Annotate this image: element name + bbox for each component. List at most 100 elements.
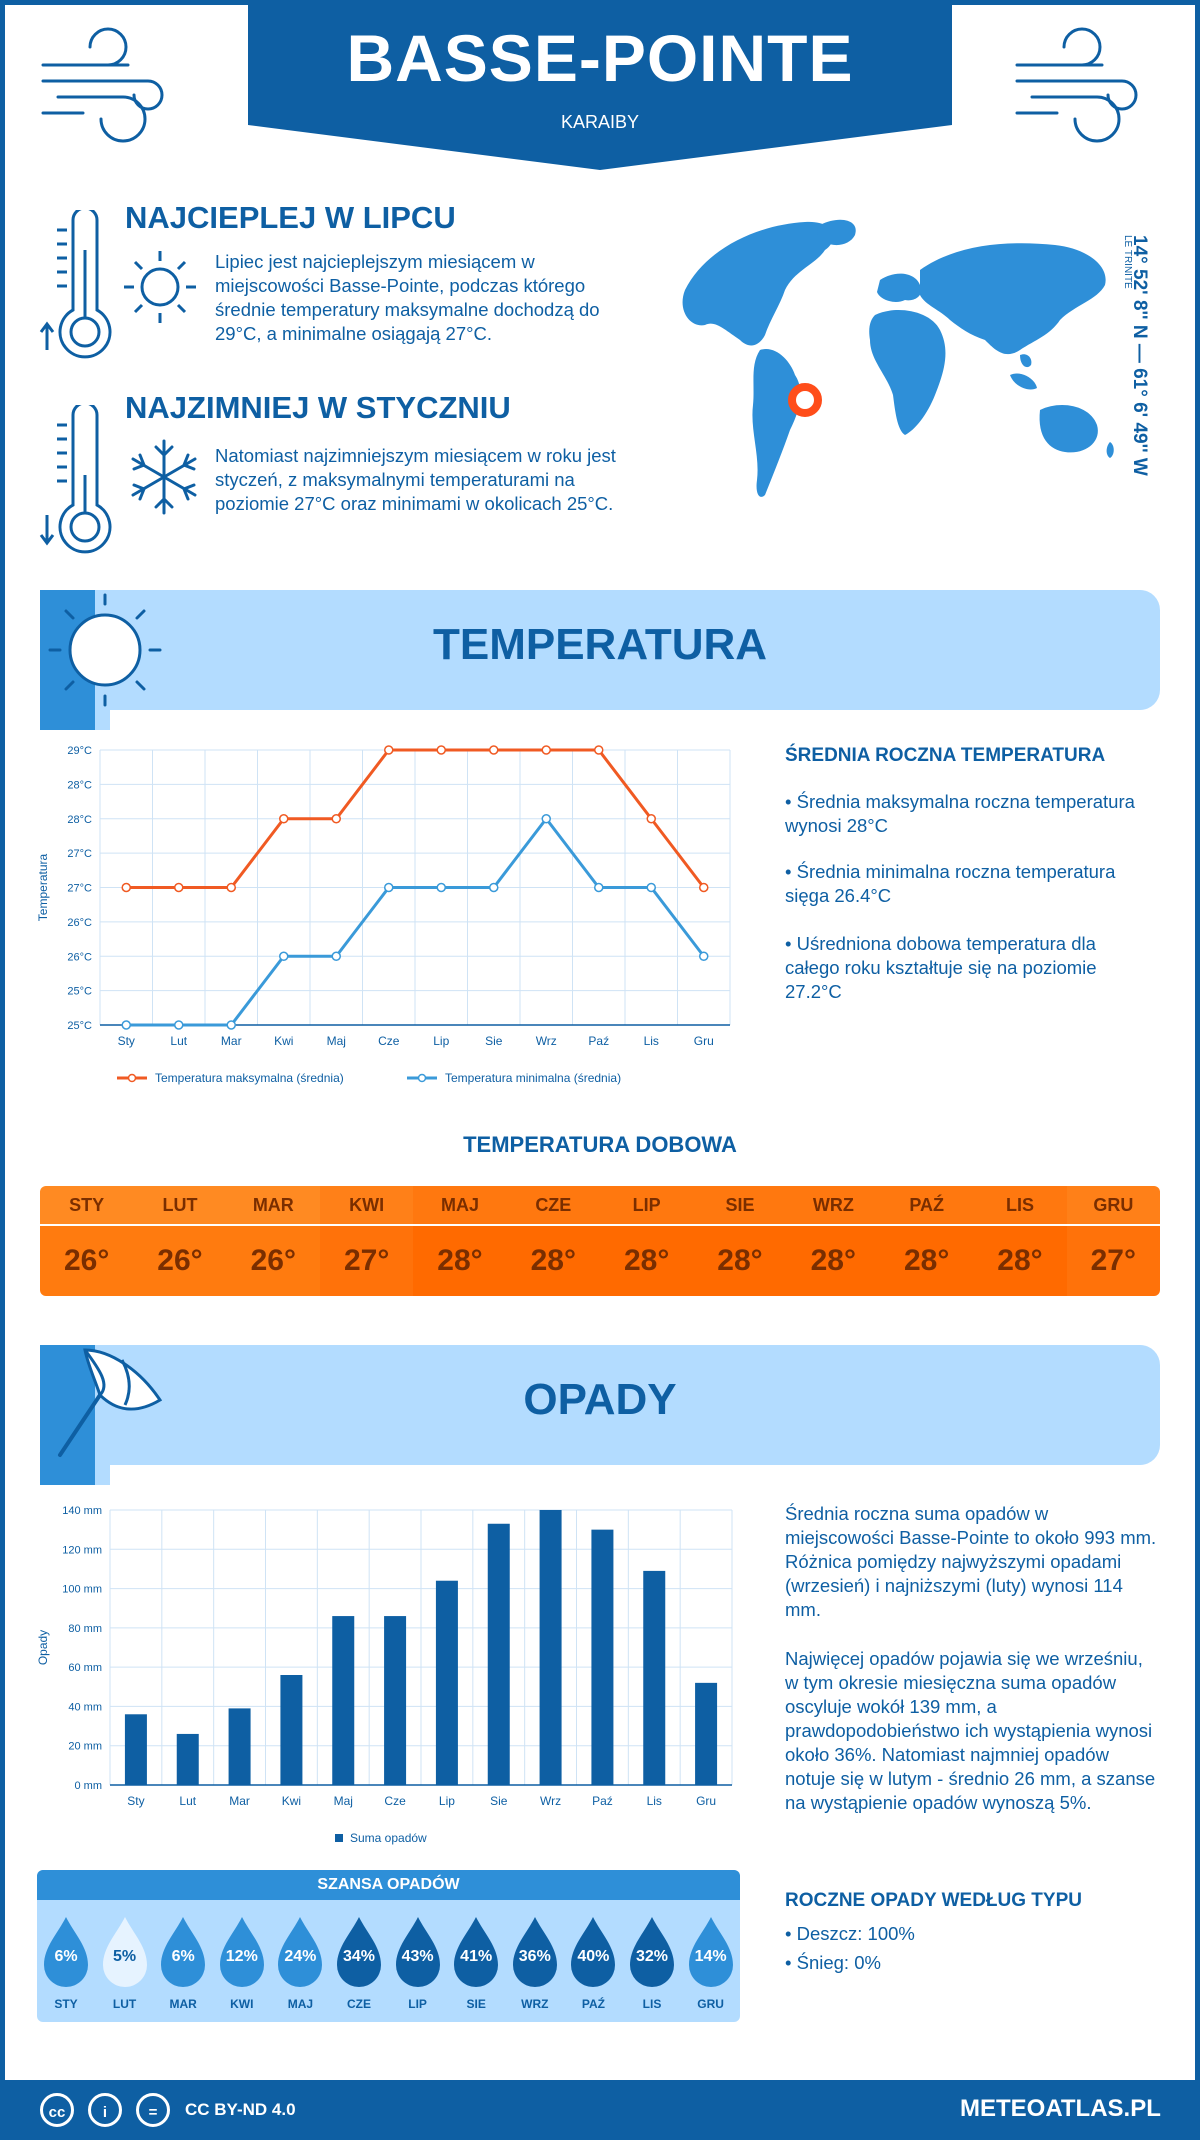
precip-chance-item: 6% STY [40,1915,92,2011]
precip-chance-month: MAR [169,1997,197,2011]
precip-chance-value: 34% [342,1948,376,1965]
raindrop-icon [102,1917,147,1987]
precip-chance-value: 41% [460,1948,493,1965]
precip-chance-month: KWI [230,1997,254,2011]
data-point [384,745,394,755]
x-tick-label: Wrz [536,1034,557,1048]
daily-temp-month: SIE [693,1186,787,1224]
y-tick-label: 20 mm [68,1741,102,1753]
daily-temp-column: CZE 28° [506,1186,600,1296]
daily-temp-value: 28° [786,1226,880,1296]
x-tick-label: Mar [229,1794,250,1808]
x-tick-label: Mar [221,1034,242,1048]
precip-bar [695,1682,718,1785]
y-tick-label: 25°C [67,986,92,998]
daily-temp-value: 28° [600,1226,694,1296]
x-tick-label: Lut [179,1794,196,1808]
daily-temp-column: GRU 27° [1066,1186,1160,1296]
daily-temp-month: MAR [226,1186,320,1224]
coldest-heading: NAJZIMNIEJ W STYCZNIU [125,390,511,425]
precip-chance-month: STY [54,1997,78,2011]
data-point [699,882,709,893]
precip-chance-value: 14% [694,1948,727,1965]
raindrop-icon [454,1917,499,1987]
data-point [331,814,341,824]
x-tick-label: Cze [378,1034,400,1048]
precip-bar [435,1580,458,1785]
cc-icon: cc [40,2093,74,2127]
daily-temp-month: LUT [133,1186,227,1224]
attribution-icon: i [88,2093,122,2127]
y-tick-label: 0 mm [75,1780,103,1792]
daily-temp-value: 28° [693,1226,787,1296]
x-tick-label: Cze [384,1794,406,1808]
x-tick-label: Sty [127,1794,144,1808]
legend-marker [127,1073,137,1083]
y-tick-label: 27°C [67,848,92,860]
legend-label: Temperatura maksymalna (średnia) [155,1071,344,1085]
y-tick-label: 26°C [67,917,92,929]
precip-bar [176,1733,199,1785]
precip-band [40,1345,1160,1465]
warmest-heading: NAJCIEPLEJ W LIPCU [125,200,456,235]
data-point [331,951,341,961]
precip-chance-month: SIE [466,1997,486,2011]
daily-temp-value: 26° [40,1226,134,1296]
x-tick-label: Paź [588,1034,609,1048]
precip-chance-value: 40% [577,1948,610,1965]
temp-stats-title: ŚREDNIA ROCZNA TEMPERATURA [785,745,1106,766]
daily-temp-column: SIE 28° [693,1186,787,1296]
temp-stat-min: • Średnia minimalna roczna temperatura s… [785,861,1116,906]
y-tick-label: 25°C [67,1020,92,1032]
daily-temp-title: TEMPERATURA DOBOWA [463,1132,737,1157]
x-tick-label: Kwi [282,1794,301,1808]
precip-chance-month: PAŹ [581,1997,605,2011]
precip-chance-value: 24% [284,1948,317,1965]
data-point [121,1020,131,1030]
daily-temp-column: PAŹ 28° [880,1186,974,1296]
precip-chance-month: LIP [408,1997,427,2011]
data-point [121,882,131,893]
y-axis-label: Opady [36,1630,50,1665]
precip-chance-item: 14% GRU [685,1915,737,2011]
precip-chance-value: 12% [225,1948,258,1965]
precip-bar [280,1675,303,1785]
raindrop-icon [512,1917,557,1987]
precip-chance-value: 36% [518,1948,551,1965]
raindrop-icon [571,1917,616,1987]
daily-temp-column: MAJ 28° [413,1186,507,1296]
daily-temp-column: MAR 26° [226,1186,320,1296]
precip-chance-month: WRZ [521,1997,549,2011]
y-tick-label: 120 mm [62,1544,102,1556]
coordinates-region: LE TRINITE [1122,235,1133,289]
raindrop-icon [337,1917,381,1987]
no-derivatives-icon: = [136,2093,170,2127]
precip-text-2: Najwięcej opadów pojawia się we wrześniu… [785,1648,1156,1813]
coldest-text: Natomiast najzimniejszym miesiącem w rok… [215,445,616,514]
raindrop-icon [395,1917,440,1987]
precip-chance-value: 6% [54,1948,78,1965]
precip-text-1: Średnia roczna suma opadów w miejscowośc… [785,1503,1157,1620]
data-point [489,745,499,755]
data-point [226,882,236,893]
data-point [699,951,709,961]
daily-temp-value: 27° [320,1226,414,1296]
x-tick-label: Kwi [274,1034,293,1048]
series-line-max [126,748,705,889]
world-map [682,219,1114,497]
x-tick-label: Maj [327,1034,346,1048]
precip-chance-item: 6% MAR [157,1915,209,2011]
precip-chance-item: 40% PAŹ [567,1915,619,2011]
x-tick-label: Lis [644,1034,659,1048]
data-point [489,882,499,893]
x-tick-label: Wrz [540,1794,561,1808]
temp-stat-max: • Średnia maksymalna roczna temperatura … [785,791,1135,836]
site-link[interactable]: METEOATLAS.PL [960,2095,1161,2122]
daily-temp-table: STY 26° LUT 26° MAR 26° KWI 27° MAJ 28° CZE 28° LIP 2… [40,1186,1160,1296]
daily-temp-value: 28° [973,1226,1067,1296]
precip-chance-month: MAJ [287,1997,314,2011]
daily-temp-month: LIP [600,1186,694,1224]
raindrop-icon [630,1917,674,1987]
data-point [436,745,446,755]
precip-chance-month: GRU [697,1997,724,2011]
